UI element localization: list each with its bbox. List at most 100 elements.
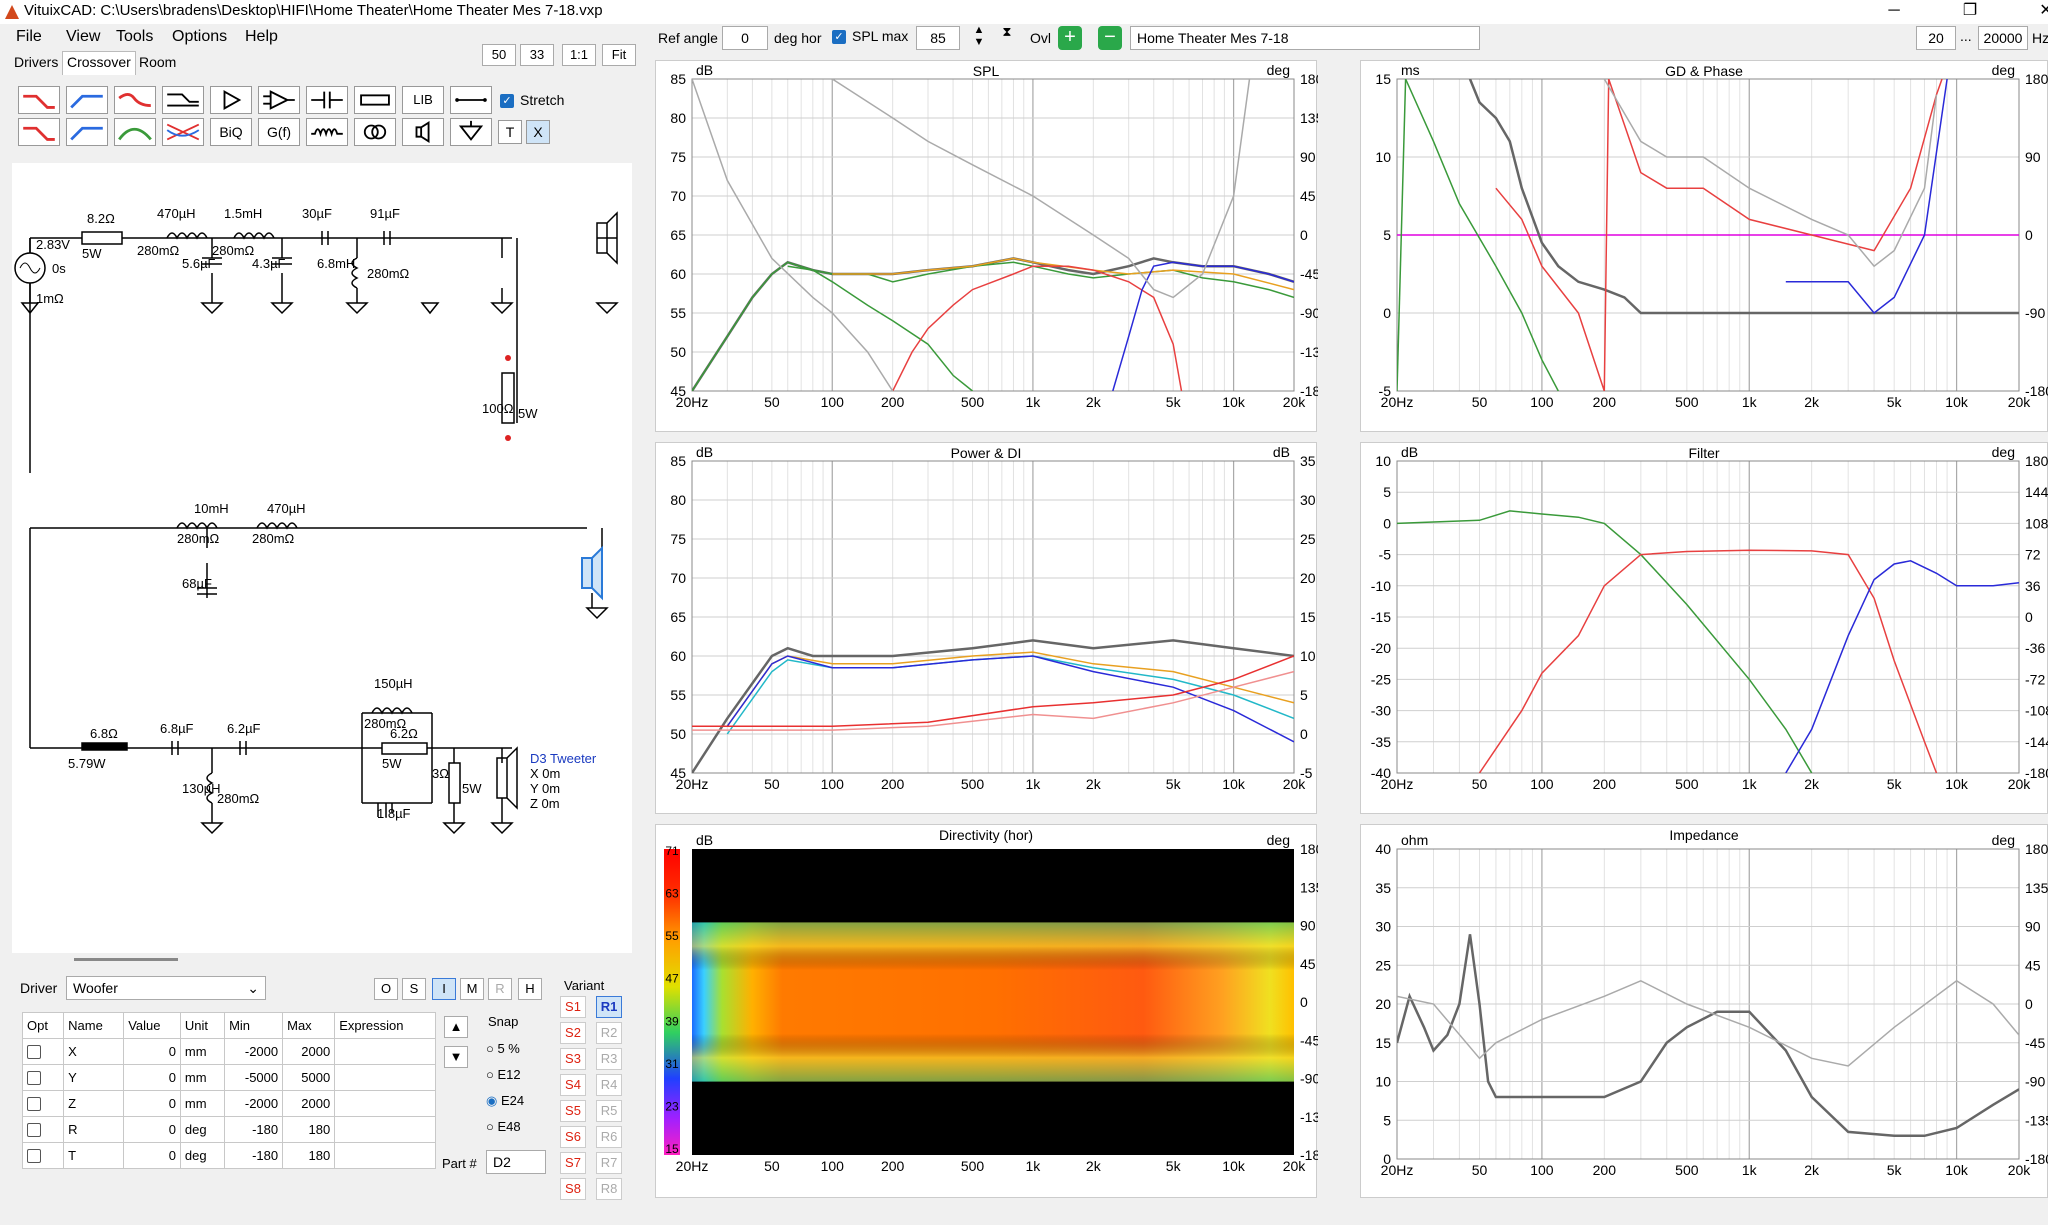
variant-r8-button[interactable]: R8: [596, 1178, 622, 1200]
remove-overlay-icon[interactable]: −: [1098, 26, 1122, 50]
param-min[interactable]: -180: [224, 1116, 284, 1143]
opt-checkbox[interactable]: [27, 1149, 41, 1164]
zoom-1to1-button[interactable]: 1:1: [562, 44, 596, 66]
driver-tool[interactable]: [402, 118, 444, 146]
variant-s7-button[interactable]: S7: [560, 1152, 586, 1174]
fmax-input[interactable]: 20000: [1978, 26, 2028, 50]
menu-options[interactable]: Options: [172, 28, 228, 45]
impedance-chart[interactable]: Impedance 40 35 30 25 20 15 10 5 0 180 135 90 45 0 -45…: [1360, 824, 2048, 1198]
variant-r4-button[interactable]: R4: [596, 1074, 622, 1096]
ground-tool[interactable]: [450, 118, 492, 146]
param-expression[interactable]: [334, 1090, 436, 1117]
param-expression[interactable]: [334, 1116, 436, 1143]
variant-r7-button[interactable]: R7: [596, 1152, 622, 1174]
highpass-1-tool[interactable]: [66, 86, 108, 114]
mode-h-button[interactable]: H: [518, 978, 542, 1000]
resistor-tool[interactable]: [354, 86, 396, 114]
param-max[interactable]: 5000: [282, 1064, 336, 1091]
param-min[interactable]: -2000: [224, 1038, 284, 1065]
param-max[interactable]: 180: [282, 1116, 336, 1143]
snap-option-5[interactable]: ○ 5 %: [486, 1041, 520, 1056]
variant-s1-button[interactable]: S1: [560, 996, 586, 1018]
restore-button[interactable]: ❐: [1962, 2, 1978, 19]
param-expression[interactable]: [334, 1038, 436, 1065]
snap-option-e24[interactable]: ◉ E24: [486, 1093, 525, 1108]
notch-tool[interactable]: [162, 118, 204, 146]
snap-option-e12[interactable]: ○ E12: [486, 1067, 521, 1082]
buffer-tool[interactable]: [210, 86, 252, 114]
lowpass-1-tool[interactable]: [18, 86, 60, 114]
opt-checkbox[interactable]: [27, 1071, 41, 1086]
param-min[interactable]: -5000: [224, 1064, 284, 1091]
tab-room[interactable]: Room: [139, 54, 177, 70]
text-tool[interactable]: T: [498, 120, 522, 144]
variant-r5-button[interactable]: R5: [596, 1100, 622, 1122]
table-row[interactable]: Z 0 mm -2000 2000: [21, 1090, 436, 1117]
menu-file[interactable]: File: [16, 28, 42, 45]
menu-tools[interactable]: Tools: [116, 28, 154, 45]
variant-s5-button[interactable]: S5: [560, 1100, 586, 1122]
param-value[interactable]: 0: [123, 1090, 181, 1117]
filter-chart[interactable]: Filter 10 5 0 -5 -10 -15 -20 -25 -30 -35 -40 180 144…: [1360, 442, 2048, 814]
variant-s6-button[interactable]: S6: [560, 1126, 586, 1148]
schematic-canvas[interactable]: 8.2Ω 5W 470µH 280mΩ 1.5mH 280mΩ 30µF 91µ…: [12, 163, 632, 953]
mode-o-button[interactable]: O: [374, 978, 398, 1000]
library-tool[interactable]: LIB: [402, 86, 444, 114]
param-min[interactable]: -180: [224, 1142, 284, 1169]
add-overlay-icon[interactable]: +: [1058, 26, 1082, 50]
close-button[interactable]: ✕: [2039, 2, 2048, 19]
param-expression[interactable]: [334, 1142, 436, 1169]
mode-i-button[interactable]: I: [432, 978, 456, 1000]
param-expression[interactable]: [334, 1064, 436, 1091]
gf-tool[interactable]: G(f): [258, 118, 300, 146]
zoom-fit-button[interactable]: Fit: [602, 44, 636, 66]
table-row[interactable]: Y 0 mm -5000 5000: [21, 1064, 436, 1091]
spl-max-stepper[interactable]: ▲ ▼: [973, 24, 985, 48]
variant-r6-button[interactable]: R6: [596, 1126, 622, 1148]
param-value[interactable]: 0: [123, 1142, 181, 1169]
gd-phase-chart[interactable]: GD & Phase 151050-5180900-90-18020Hz5010…: [1360, 60, 2048, 432]
opt-checkbox[interactable]: [27, 1123, 41, 1138]
variant-s4-button[interactable]: S4: [560, 1074, 586, 1096]
fmin-input[interactable]: 20: [1916, 26, 1956, 50]
part-input[interactable]: D2: [486, 1150, 546, 1174]
tab-crossover[interactable]: Crossover: [62, 51, 136, 75]
transformer-tool[interactable]: [354, 118, 396, 146]
capacitor-tool[interactable]: [306, 86, 348, 114]
ref-angle-input[interactable]: 0: [722, 26, 768, 50]
mode-r-button[interactable]: R: [488, 978, 512, 1000]
param-value[interactable]: 0: [123, 1064, 181, 1091]
opamp-tool[interactable]: [258, 86, 300, 114]
table-row[interactable]: X 0 mm -2000 2000: [21, 1038, 436, 1065]
param-min[interactable]: -2000: [224, 1090, 284, 1117]
table-row[interactable]: R 0 deg -180 180: [21, 1116, 436, 1143]
snap-option-e48[interactable]: ○ E48: [486, 1119, 521, 1134]
spl-max-input[interactable]: 85: [916, 26, 960, 50]
directivity-chart[interactable]: Directivity (hor) 71 63 55 47 39 31 23 15 20Hz 50…: [655, 824, 1318, 1198]
wire-tool[interactable]: [450, 86, 492, 114]
table-row[interactable]: T 0 deg -180 180: [21, 1142, 436, 1169]
param-max[interactable]: 2000: [282, 1090, 336, 1117]
mode-m-button[interactable]: M: [460, 978, 484, 1000]
variant-s8-button[interactable]: S8: [560, 1178, 586, 1200]
param-value[interactable]: 0: [123, 1116, 181, 1143]
minimize-button[interactable]: ─: [1888, 2, 1900, 19]
opt-checkbox[interactable]: [27, 1045, 41, 1060]
lowpass-3-tool[interactable]: [18, 118, 60, 146]
param-value[interactable]: 0: [123, 1038, 181, 1065]
variant-s3-button[interactable]: S3: [560, 1048, 586, 1070]
variant-r3-button[interactable]: R3: [596, 1048, 622, 1070]
mode-s-button[interactable]: S: [402, 978, 426, 1000]
inductor-tool[interactable]: [306, 118, 348, 146]
spl-chart[interactable]: SPL 85 80 75 70 65 60 55 50 45 180 135 90 45 0 -45 -90 -…: [655, 60, 1318, 432]
zoom-33-button[interactable]: 33: [520, 44, 554, 66]
move-up-button[interactable]: ▲: [444, 1016, 468, 1038]
zoom-50-button[interactable]: 50: [482, 44, 516, 66]
auto-scale-icon[interactable]: ⧗: [1002, 24, 1012, 39]
menu-view[interactable]: View: [66, 28, 101, 45]
variant-r2-button[interactable]: R2: [596, 1022, 622, 1044]
move-down-button[interactable]: ▼: [444, 1046, 468, 1068]
power-di-chart[interactable]: Power & DI 85 80 75 70 65 60 55 50 45 35 30 25 20 15 1…: [655, 442, 1317, 814]
highpass-3-tool[interactable]: [66, 118, 108, 146]
biquad-tool[interactable]: BiQ: [210, 118, 252, 146]
